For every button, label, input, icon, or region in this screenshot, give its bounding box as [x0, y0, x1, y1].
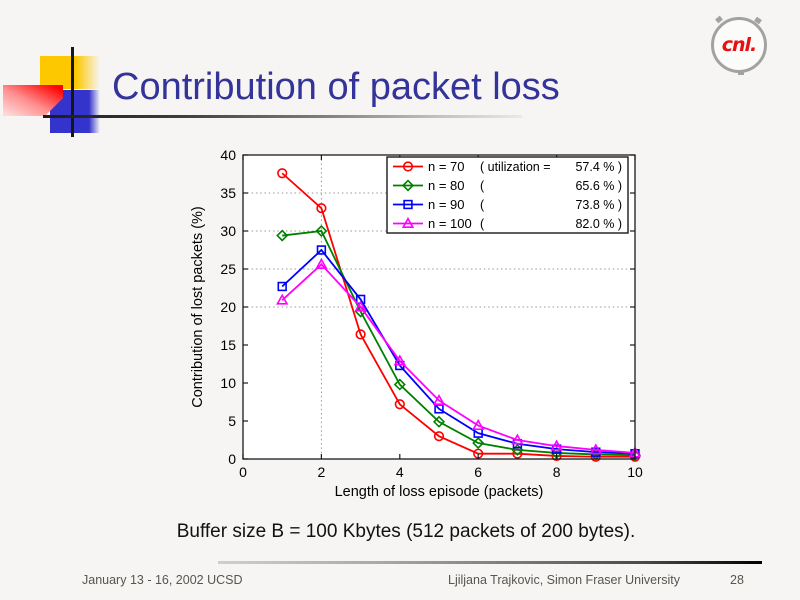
- title-underline: [43, 115, 522, 118]
- svg-text:(: (: [480, 198, 485, 212]
- decoration-yellow-square: [40, 56, 100, 89]
- logo-nub-icon: [754, 16, 762, 25]
- x-axis-label: Length of loss episode (packets): [335, 484, 544, 500]
- cnl-logo: cnl.: [711, 15, 767, 75]
- svg-text:2: 2: [318, 464, 326, 480]
- svg-text:(: (: [480, 217, 485, 231]
- svg-text:65.6 % ): 65.6 % ): [575, 179, 622, 193]
- chart-svg: 0 2 4 6 8 10 0 5 10 15 20 25 30 35 40 Length of loss ep…: [190, 147, 643, 500]
- gridlines: [243, 155, 635, 459]
- svg-text:25: 25: [220, 261, 236, 277]
- svg-text:10: 10: [627, 464, 643, 480]
- svg-text:n = 90: n = 90: [428, 197, 465, 212]
- svg-text:15: 15: [220, 337, 236, 353]
- logo-nub-icon: [738, 70, 744, 75]
- svg-text:n = 100: n = 100: [428, 216, 472, 231]
- svg-text:82.0 % ): 82.0 % ): [575, 217, 622, 231]
- svg-text:(: (: [480, 179, 485, 193]
- line-chart: 0 2 4 6 8 10 0 5 10 15 20 25 30 35 40 Length of loss ep…: [160, 140, 680, 510]
- svg-text:n = 70: n = 70: [428, 159, 465, 174]
- svg-text:n = 80: n = 80: [428, 178, 465, 193]
- svg-text:20: 20: [220, 299, 236, 315]
- svg-text:35: 35: [220, 185, 236, 201]
- footer-date: January 13 - 16, 2002 UCSD: [82, 573, 243, 587]
- svg-text:30: 30: [220, 223, 236, 239]
- footer-divider: [218, 561, 762, 564]
- svg-text:0: 0: [239, 464, 247, 480]
- cnl-logo-text: cnl.: [721, 34, 758, 56]
- footer-page-number: 28: [730, 573, 744, 587]
- footer-author: Ljiljana Trajkovic, Simon Fraser Univers…: [448, 573, 681, 587]
- svg-text:57.4 % ): 57.4 % ): [575, 160, 622, 174]
- svg-text:6: 6: [474, 464, 482, 480]
- svg-text:4: 4: [396, 464, 404, 480]
- page-title: Contribution of packet loss: [112, 66, 560, 108]
- svg-text:8: 8: [553, 464, 561, 480]
- svg-text:73.8 % ): 73.8 % ): [575, 198, 622, 212]
- chart-caption: Buffer size B = 100 Kbytes (512 packets …: [176, 521, 636, 542]
- y-axis-label: Contribution of lost packets (%): [190, 206, 206, 407]
- tick-labels: 0 2 4 6 8 10 0 5 10 15 20 25 30 35 40: [220, 147, 643, 480]
- svg-text:0: 0: [228, 451, 236, 467]
- logo-nub-icon: [715, 15, 723, 24]
- series-n=80: [276, 224, 642, 462]
- legend: n = 70 ( utilization = 57.4 % ) n = 80 (65.6…: [386, 156, 629, 234]
- svg-text:5: 5: [228, 413, 236, 429]
- svg-text:40: 40: [220, 147, 236, 163]
- svg-text:( utilization =: ( utilization =: [480, 160, 551, 174]
- svg-text:10: 10: [220, 375, 236, 391]
- decoration-vertical-line: [71, 47, 74, 137]
